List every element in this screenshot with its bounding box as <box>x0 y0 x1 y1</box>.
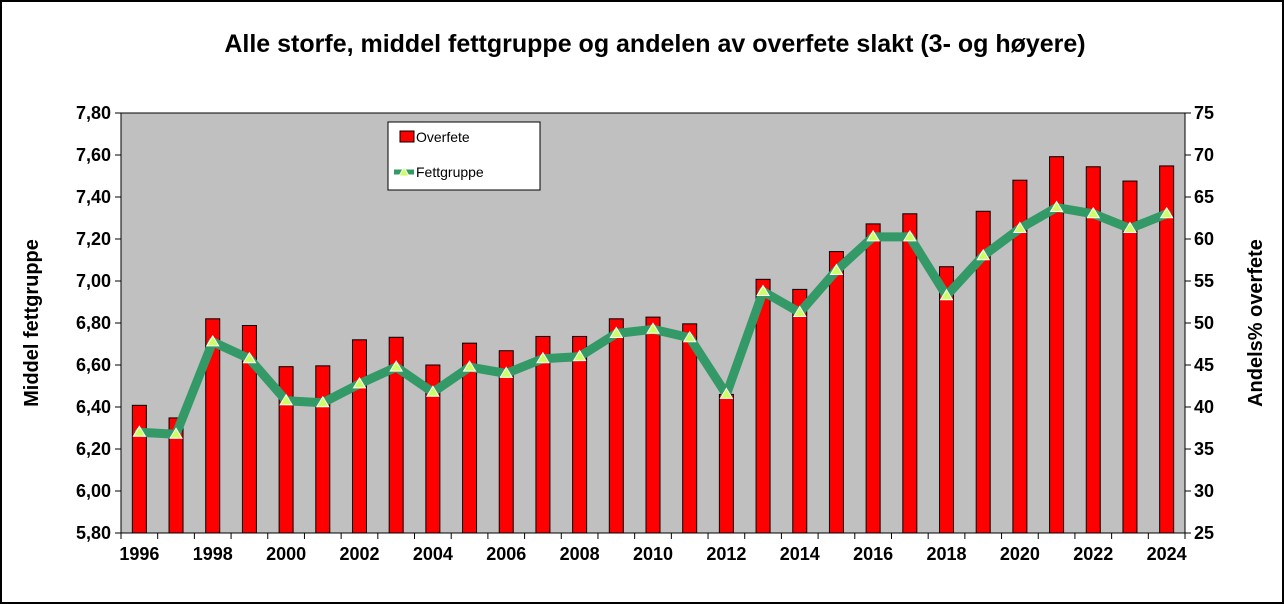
legend-swatch-overfete <box>399 130 415 143</box>
x-tick-label: 2012 <box>706 544 746 564</box>
bar-overfete <box>1085 166 1101 534</box>
fettgruppe-point <box>829 263 844 275</box>
bar-overfete <box>939 266 955 534</box>
fettgruppe-point <box>1086 206 1101 219</box>
bar-overfete <box>535 335 551 534</box>
x-tick-label: 2008 <box>560 544 600 564</box>
y2-tick-label: 65 <box>1194 187 1214 207</box>
fettgruppe-point <box>609 326 624 338</box>
y-tick-label: 7,20 <box>76 229 111 249</box>
fettgruppe-point <box>389 360 404 372</box>
fettgruppe-line-layer <box>132 200 1174 439</box>
y-tick-label: 6,60 <box>76 355 111 375</box>
fettgruppe-point <box>1049 200 1064 212</box>
y2-tick-label: 40 <box>1194 397 1214 417</box>
fettgruppe-point <box>866 229 881 242</box>
bar-overfete <box>902 213 918 534</box>
legend-label-fettgruppe: Fettgruppe <box>416 164 484 180</box>
y-tick-label: 6,40 <box>76 397 111 417</box>
fettgruppe-point <box>499 366 514 378</box>
fettgruppe-point <box>279 393 293 406</box>
y-tick-label: 7,40 <box>76 187 111 207</box>
x-tick-label: 2010 <box>633 544 673 564</box>
y-tick-label: 5,80 <box>76 523 111 543</box>
x-tick-label: 2004 <box>413 544 453 564</box>
y2-tick-label: 75 <box>1194 103 1214 123</box>
fettgruppe-point <box>462 360 477 372</box>
fettgruppe-point <box>682 330 697 343</box>
fettgruppe-point <box>1159 206 1174 219</box>
fettgruppe-point <box>976 248 991 261</box>
fettgruppe-point <box>1123 221 1137 233</box>
y2-tick-label: 70 <box>1194 145 1214 165</box>
fettgruppe-point <box>315 395 330 408</box>
x-tick-label: 2022 <box>1073 544 1113 564</box>
x-tick-label: 2000 <box>266 544 306 564</box>
y2-tick-label: 55 <box>1194 271 1214 291</box>
y-tick-label: 7,80 <box>76 103 111 123</box>
bar-overfete <box>572 335 588 534</box>
chart-title: Alle storfe, middel fettgruppe og andele… <box>224 30 1085 58</box>
bar-overfete <box>828 251 844 534</box>
x-tick-label: 2014 <box>780 544 820 564</box>
y2-tick-label: 35 <box>1194 439 1214 459</box>
bar-overfete <box>682 323 698 534</box>
legend-label-overfete: Overfete <box>416 129 470 145</box>
fettgruppe-point <box>242 351 257 364</box>
y-tick-label: 7,00 <box>76 271 111 291</box>
fettgruppe-point <box>792 305 807 317</box>
y-axis-title: Middel fettgruppe <box>21 239 43 407</box>
fettgruppe-point <box>719 387 734 399</box>
y2-tick-label: 50 <box>1194 313 1214 333</box>
x-tick-label: 2006 <box>486 544 526 564</box>
axes: 5,80 6,00 6,20 6,40 6,60 6,80 7,00 7,20 7,40 7,60… <box>76 103 1214 564</box>
legend: Overfete Fettgruppe <box>387 121 541 191</box>
y-tick-label: 6,00 <box>76 481 111 501</box>
bars <box>131 156 1175 534</box>
fettgruppe-point <box>572 349 587 362</box>
y2-tick-label: 45 <box>1194 355 1214 375</box>
bar-overfete <box>792 288 808 534</box>
x-tick-label: 1996 <box>119 544 159 564</box>
fettgruppe-point <box>902 229 917 242</box>
x-tick-label: 2024 <box>1147 544 1187 564</box>
bar-overfete <box>608 318 624 534</box>
bar-overfete <box>865 223 881 534</box>
x-tick-label: 2002 <box>339 544 379 564</box>
bar-overfete <box>645 316 661 534</box>
fettgruppe-point <box>939 288 954 301</box>
bar-overfete <box>718 393 734 534</box>
legend-marker-fettgruppe <box>398 165 410 177</box>
y2-axis-title: Andels% overfete <box>1245 239 1267 407</box>
fettgruppe-point <box>756 284 770 296</box>
x-tick-label: 2018 <box>926 544 966 564</box>
fettgruppe-point <box>205 334 220 347</box>
bar-overfete <box>498 350 514 534</box>
fettgruppe-point <box>352 376 367 389</box>
y2-tick-label: 60 <box>1194 229 1214 249</box>
bar-overfete <box>1122 180 1138 534</box>
fettgruppe-point <box>646 322 660 334</box>
y-tick-label: 6,20 <box>76 439 111 459</box>
fettgruppe-point <box>536 351 550 364</box>
bar-overfete <box>351 339 367 534</box>
fettgruppe-point <box>132 425 147 437</box>
x-tick-label: 1998 <box>193 544 233 564</box>
y-tick-label: 6,80 <box>76 313 111 333</box>
x-tick-label: 2020 <box>1000 544 1040 564</box>
y-tick-label: 7,60 <box>76 145 111 165</box>
fettgruppe-point <box>425 385 440 397</box>
fettgruppe-point <box>169 427 183 439</box>
fettgruppe-point <box>1013 221 1027 233</box>
y2-tick-label: 25 <box>1194 523 1214 543</box>
bar-overfete <box>1159 165 1175 534</box>
bar-overfete <box>131 404 147 534</box>
bar-overfete <box>315 365 331 534</box>
y2-tick-label: 30 <box>1194 481 1214 501</box>
x-tick-label: 2016 <box>853 544 893 564</box>
